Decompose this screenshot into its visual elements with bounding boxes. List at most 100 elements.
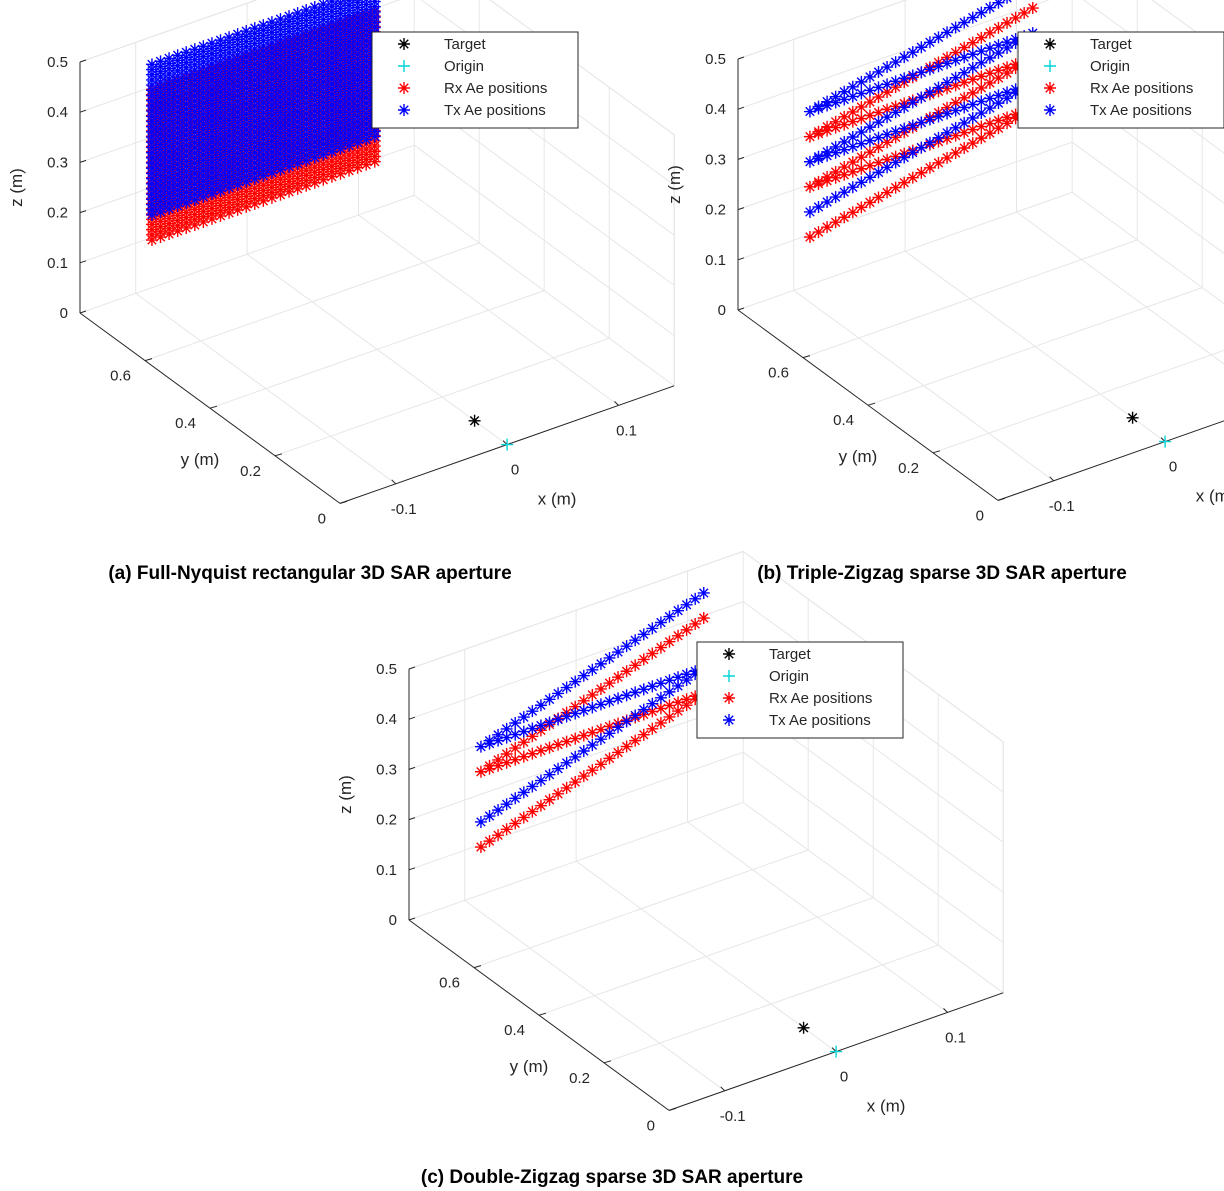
tx-marker <box>992 97 1005 110</box>
tx-marker <box>881 61 894 74</box>
y-tick-label: 0.2 <box>569 1070 590 1087</box>
tx-marker <box>872 131 885 144</box>
rx-marker <box>680 623 693 636</box>
legend: Target Origin Rx Ae positions Tx Ae positio… <box>696 641 904 739</box>
rx-marker <box>500 823 513 836</box>
tx-marker <box>637 628 650 641</box>
tx-marker <box>838 186 851 199</box>
rx-marker <box>992 21 1005 34</box>
rx-marker <box>603 720 616 733</box>
tx-marker <box>197 40 210 53</box>
rx-marker <box>838 110 851 123</box>
tx-marker <box>543 693 556 706</box>
rx-marker <box>838 168 851 181</box>
z-tick <box>79 59 87 63</box>
tx-marker <box>205 37 218 50</box>
rx-marker <box>863 159 876 172</box>
rx-marker <box>949 146 962 159</box>
rx-marker <box>637 653 650 666</box>
legend-marker <box>723 714 735 726</box>
tx-marker <box>975 56 988 69</box>
tx-marker <box>906 96 919 109</box>
x-axis-label: x (m) <box>1196 487 1224 506</box>
rx-marker <box>500 748 513 761</box>
rx-marker <box>534 799 547 812</box>
rx-marker <box>958 76 971 89</box>
tx-marker <box>846 181 859 194</box>
tx-marker <box>932 31 945 44</box>
y-tick-label: 0.2 <box>240 463 261 480</box>
rx-marker <box>1009 11 1022 24</box>
grid-line <box>742 751 1004 944</box>
rx-marker <box>526 747 539 760</box>
legend-label: Target <box>769 646 812 663</box>
tx-marker <box>586 663 599 676</box>
tx-marker <box>500 731 513 744</box>
tx-marker <box>881 78 894 91</box>
legend: Target Origin Rx Ae positions Tx Ae positio… <box>371 31 579 129</box>
caption-b: (b) Triple-Zigzag sparse 3D SAR aperture <box>757 563 1127 584</box>
z-tick-label: 0.3 <box>47 154 68 171</box>
legend-marker <box>398 60 410 72</box>
rx-marker <box>612 746 625 759</box>
tx-marker <box>637 703 650 716</box>
legend-label: Target <box>444 36 487 53</box>
tx-marker <box>483 734 496 747</box>
tx-marker <box>180 46 193 59</box>
tx-marker <box>672 679 685 692</box>
tx-marker <box>949 21 962 34</box>
grid-line <box>408 751 744 871</box>
tx-marker <box>941 126 954 139</box>
z-tick <box>737 207 745 211</box>
rx-marker <box>855 100 868 113</box>
tx-marker <box>552 687 565 700</box>
target-marker <box>468 414 481 427</box>
grid-line <box>79 144 415 264</box>
rx-marker <box>838 211 851 224</box>
tx-marker <box>923 86 936 99</box>
tx-marker <box>863 84 876 97</box>
rx-marker <box>881 86 894 99</box>
rx-marker <box>689 690 702 703</box>
y-tick-label: 0 <box>976 507 984 524</box>
tx-marker <box>941 57 954 70</box>
rx-marker <box>663 635 676 648</box>
z-tick <box>408 867 416 871</box>
tx-marker <box>855 87 868 100</box>
rx-marker <box>594 682 607 695</box>
rx-marker <box>949 96 962 109</box>
rx-marker <box>1001 111 1014 124</box>
rx-marker <box>1009 58 1022 71</box>
z-tick <box>737 106 745 110</box>
tx-marker <box>941 107 954 120</box>
legend-marker <box>1044 82 1056 94</box>
tx-marker <box>569 707 582 720</box>
x-tick-label: 0 <box>511 462 519 479</box>
legend-label: Target <box>1090 36 1133 53</box>
tx-marker <box>1009 83 1022 96</box>
rx-marker <box>577 770 590 783</box>
rx-marker <box>846 156 859 169</box>
rx-marker <box>803 180 816 193</box>
tx-marker <box>863 70 876 83</box>
z-tick <box>408 817 416 821</box>
tx-marker <box>603 695 616 708</box>
z-tick-label: 0.5 <box>376 661 397 678</box>
y-axis-label: y (m) <box>839 447 878 466</box>
rx-marker <box>906 171 919 184</box>
grid-line <box>413 194 675 387</box>
z-tick-label: 0 <box>60 305 68 322</box>
legend-label: Origin <box>1090 58 1130 75</box>
y-axis-label: y (m) <box>181 450 220 469</box>
z-axis-label: z (m) <box>665 165 684 204</box>
tx-marker <box>586 701 599 714</box>
tx-marker <box>958 51 971 64</box>
tx-marker <box>526 722 539 735</box>
tx-marker <box>534 699 547 712</box>
tx-marker <box>629 686 642 699</box>
rx-marker <box>881 103 894 116</box>
tx-marker <box>838 143 851 156</box>
rx-marker <box>958 142 971 155</box>
rx-marker <box>949 46 962 59</box>
rx-marker <box>966 86 979 99</box>
